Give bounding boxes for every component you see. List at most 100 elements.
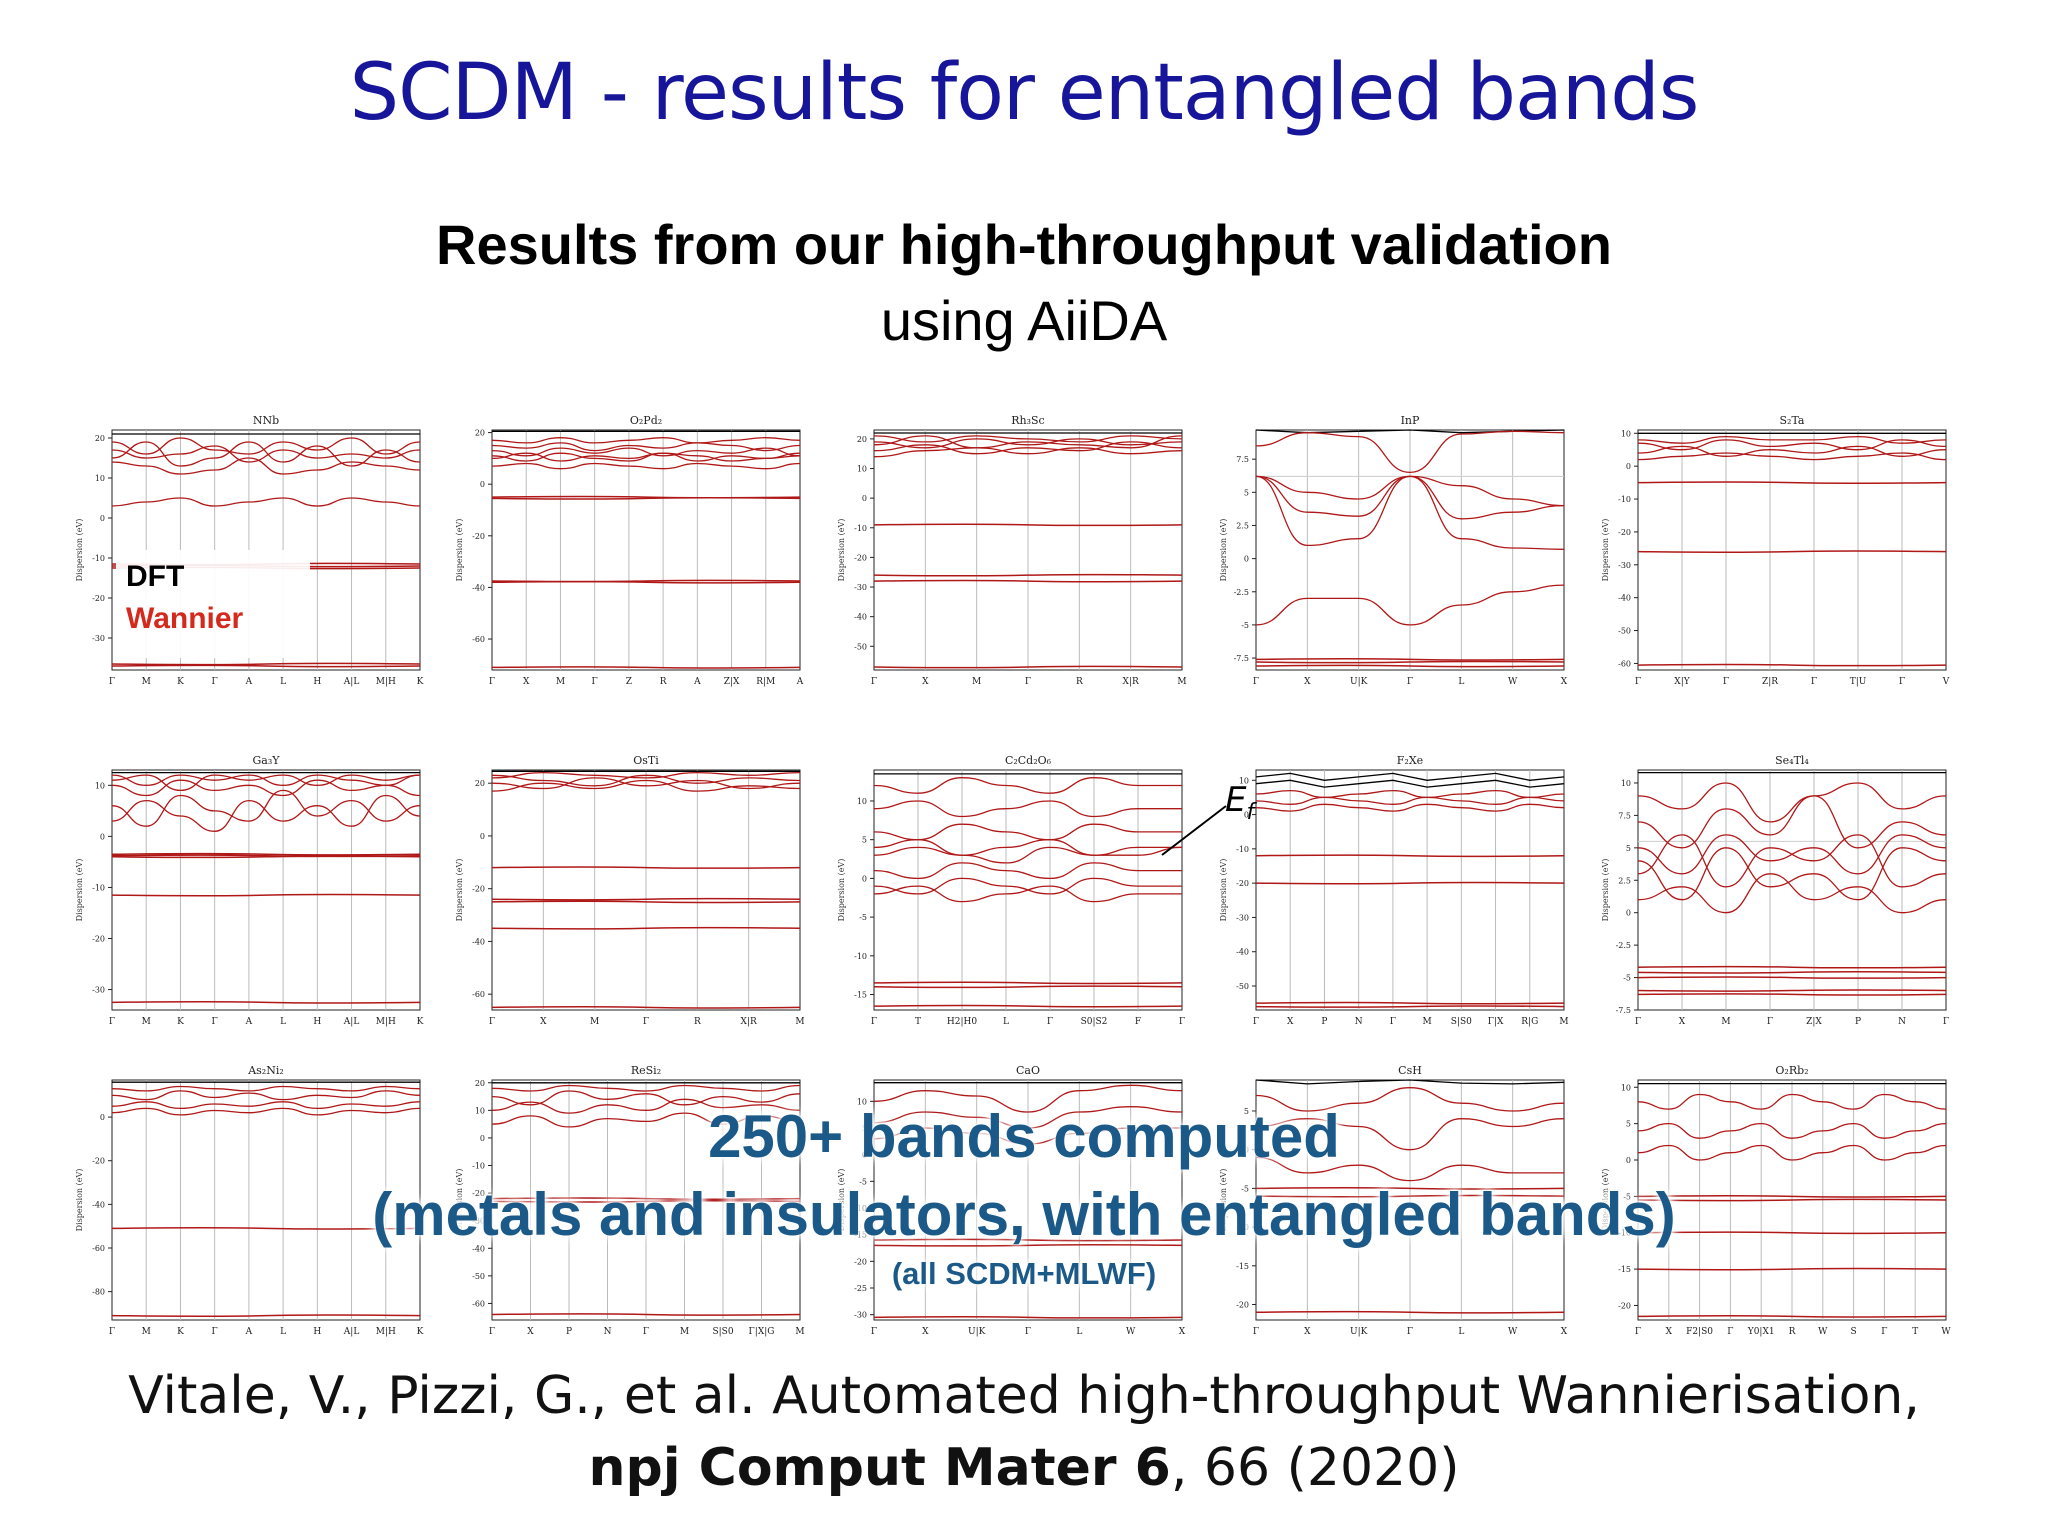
y-tick-label: -20 <box>854 553 867 562</box>
kpoint-label: Γ <box>871 677 877 687</box>
dft-band <box>1255 772 1565 781</box>
kpoint-label: K <box>177 1017 184 1027</box>
wannier-band <box>111 445 421 463</box>
panel-title: OsTi <box>633 754 659 767</box>
flat-band <box>873 981 1183 985</box>
y-tick-label: -10 <box>1618 1229 1631 1238</box>
flat-band <box>1637 481 1947 484</box>
flat-band <box>491 497 801 500</box>
wannier-band <box>491 774 801 787</box>
wannier-band <box>1637 834 1947 875</box>
wannier-band <box>491 1112 801 1128</box>
kpoint-label: Γ <box>1723 677 1729 687</box>
y-tick-label: -15 <box>1236 1262 1249 1271</box>
flat-band <box>873 1243 1183 1247</box>
y-tick-label: -20 <box>1618 528 1631 537</box>
kpoint-label: Z|R <box>1762 677 1778 687</box>
kpoint-label: T <box>1912 1327 1918 1337</box>
wannier-band <box>111 457 421 475</box>
band-panel-1: O₂Pd₂ Dispersion (eV) 20 0 -20 -40 -60 Γ X M Γ Z R A Z… <box>455 414 804 687</box>
flat-band <box>1255 1001 1565 1005</box>
kpoint-label: X <box>922 677 929 687</box>
flat-band <box>873 1004 1183 1008</box>
flat-band <box>491 666 801 669</box>
kpoint-label: X <box>1304 677 1311 687</box>
panel-title: CsH <box>1398 1064 1422 1077</box>
flat-band <box>111 1227 421 1230</box>
y-tick-label: -5 <box>1241 1184 1249 1193</box>
flat-band <box>873 985 1183 989</box>
y-tick-label: 5 <box>862 1124 867 1133</box>
kpoint-label: N <box>1355 1017 1363 1027</box>
y-tick-label: 0 <box>480 480 485 489</box>
y-tick-label: 10 <box>475 1106 485 1115</box>
kpoint-label: M <box>680 1327 689 1337</box>
flat-band <box>491 1313 801 1316</box>
wannier-band <box>111 437 421 455</box>
wannier-band <box>111 1085 421 1092</box>
kpoint-label: X <box>1561 1327 1568 1337</box>
y-tick-label: -30 <box>92 634 105 643</box>
wannier-band <box>873 777 1182 794</box>
wannier-band <box>1637 795 1947 849</box>
band-panel-10: As₂Ni₂ Dispersion (eV) 0 -20 -40 -60 -80 Γ M K Γ A L… <box>75 1064 424 1337</box>
kpoint-label: H <box>313 677 321 687</box>
y-tick-label: -10 <box>854 524 867 533</box>
kpoint-label: Γ <box>109 677 115 687</box>
y-tick-label: -10 <box>1618 495 1631 504</box>
y-tick-label: 20 <box>95 434 105 443</box>
y-tick-label: -2.5 <box>1616 941 1631 950</box>
band-panel-5: Ga₃Y Dispersion (eV) 10 0 -10 -20 -30 Γ M K Γ A L H A|… <box>75 754 424 1027</box>
kpoint-label: M <box>972 677 981 687</box>
y-tick-label: 0 <box>1244 555 1249 564</box>
flat-band <box>1255 1194 1565 1198</box>
legend-dft: DFT <box>126 560 185 593</box>
kpoint-label: Γ <box>1179 1017 1185 1027</box>
flat-band <box>1255 1310 1565 1314</box>
kpoint-label: Γ <box>871 1327 877 1337</box>
y-tick-label: 20 <box>475 1079 485 1088</box>
kpoint-label: M <box>1177 677 1186 687</box>
wannier-band <box>1637 439 1947 451</box>
panel-title: O₂Pd₂ <box>630 414 662 427</box>
y-tick-label: 10 <box>857 797 867 806</box>
panel-ylabel: Dispersion (eV) <box>837 1169 846 1232</box>
kpoint-label: K <box>177 1327 184 1337</box>
kpoint-label: L <box>1458 677 1464 687</box>
kpoint-label: X <box>922 1327 929 1337</box>
kpoint-label: U|K <box>1350 1327 1368 1337</box>
kpoint-label: Γ <box>1407 677 1413 687</box>
y-tick-label: -50 <box>854 642 867 651</box>
y-tick-label: 5 <box>1244 488 1249 497</box>
wannier-band <box>1255 796 1565 805</box>
wannier-band <box>1255 430 1565 474</box>
y-tick-label: -5 <box>1241 621 1249 630</box>
wannier-band <box>873 885 1182 903</box>
y-tick-label: -20 <box>92 935 105 944</box>
y-tick-label: -40 <box>472 937 485 946</box>
wannier-band <box>111 497 421 507</box>
panel-frame <box>1255 769 1565 1011</box>
kpoint-label: L <box>1076 1327 1082 1337</box>
kpoint-label: X <box>527 1327 534 1337</box>
wannier-band <box>111 1101 421 1110</box>
kpoint-label: A <box>245 1017 253 1027</box>
kpoint-label: L <box>280 677 286 687</box>
y-tick-label: -40 <box>1236 948 1249 957</box>
y-tick-label: 0 <box>480 832 485 841</box>
y-tick-label: 5 <box>1626 1120 1631 1129</box>
wannier-band <box>1255 1087 1565 1112</box>
y-tick-label: -5 <box>859 1177 867 1186</box>
kpoint-label: Γ <box>1407 1327 1413 1337</box>
kpoint-label: X <box>1679 1017 1686 1027</box>
panel-frame <box>111 1079 421 1321</box>
wannier-band <box>111 774 421 786</box>
kpoint-label: Z <box>626 677 632 687</box>
kpoint-label: M|H <box>376 677 396 687</box>
kpoint-label: S <box>1851 1327 1857 1337</box>
wannier-band <box>873 1106 1183 1129</box>
kpoint-label: A|L <box>343 1017 360 1027</box>
wannier-band <box>491 1090 801 1106</box>
wannier-band <box>491 447 801 457</box>
wannier-band <box>491 771 801 779</box>
